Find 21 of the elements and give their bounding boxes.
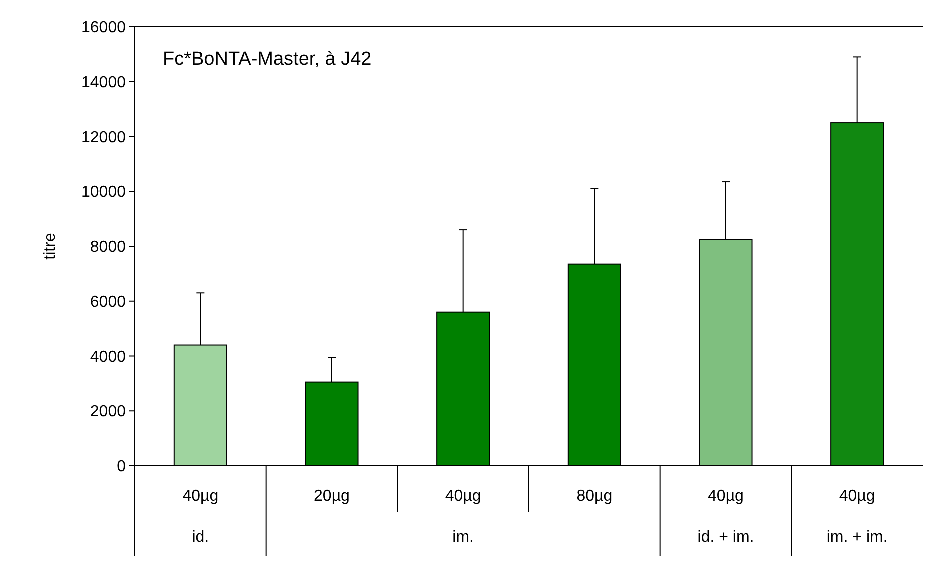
- text: id. + im.: [698, 529, 754, 546]
- y-tick-label: 6000: [90, 294, 126, 311]
- x-tick-label: 40µg: [182, 488, 219, 505]
- y-tick-label: 16000: [82, 20, 126, 37]
- y-axis-title: titre: [42, 233, 59, 260]
- text: im.: [452, 529, 474, 546]
- y-tick-label: 12000: [82, 129, 126, 146]
- x-tick-label: 40µg: [445, 488, 482, 505]
- x-tick-label: 80µg: [576, 488, 613, 505]
- y-tick-label: 14000: [82, 74, 126, 92]
- text: Fc*BoNTA-Master, à J42: [163, 49, 372, 70]
- y-tick-label: 4000: [90, 348, 126, 366]
- y-tick-label: 10000: [82, 184, 126, 202]
- y-tick-label: 0: [117, 458, 126, 476]
- y-tick-label: 2000: [90, 404, 126, 421]
- x-tick-label: 40µg: [839, 488, 876, 505]
- text: im. + im.: [826, 529, 888, 546]
- text: id.: [192, 529, 210, 546]
- x-tick-label: 40µg: [708, 488, 744, 505]
- x-tick-label: 20µg: [314, 488, 350, 505]
- y-tick-label: 8000: [90, 239, 126, 256]
